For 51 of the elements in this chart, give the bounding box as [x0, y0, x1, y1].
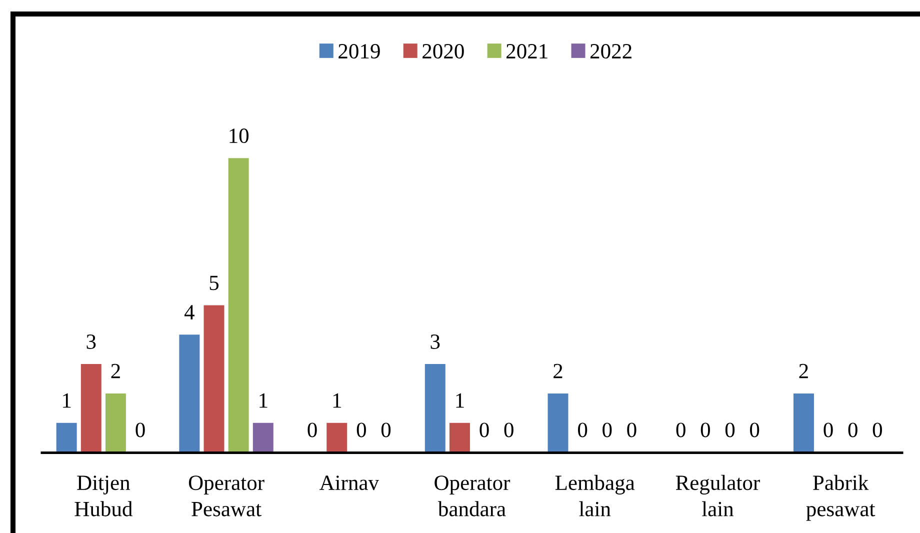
data-label: 3: [86, 334, 96, 349]
data-label: 0: [504, 422, 514, 438]
data-label: 0: [750, 422, 760, 438]
data-label: 0: [676, 422, 686, 438]
legend-label: 2022: [590, 44, 632, 59]
legend-label: 2020: [422, 44, 464, 59]
x-tick-label: Operator bandara: [434, 476, 510, 516]
data-label: 5: [210, 276, 219, 290]
bar: [326, 422, 348, 453]
data-label: 1: [260, 393, 268, 408]
bar: [80, 364, 102, 453]
data-label: 0: [848, 422, 858, 438]
data-label: 0: [578, 422, 588, 438]
x-tick-label: Lembaga lain: [555, 474, 635, 516]
data-label: 0: [356, 422, 366, 438]
legend-label: 2021: [506, 44, 548, 59]
bar: [252, 422, 274, 453]
data-label: 0: [627, 422, 636, 438]
data-label: 0: [308, 422, 317, 438]
bar: [449, 422, 470, 453]
data-label: 0: [700, 422, 710, 438]
bar: [105, 393, 126, 453]
data-label: 2: [111, 364, 120, 378]
data-label: 0: [381, 422, 391, 438]
bar: [204, 305, 224, 453]
data-label: 1: [63, 393, 71, 408]
x-tick-label: Operator Pesawat: [188, 476, 264, 516]
x-tick-label: Airnav: [319, 476, 380, 490]
data-label: 1: [456, 393, 464, 408]
bar: [56, 422, 77, 453]
data-label: 0: [136, 422, 145, 438]
bar: [793, 393, 814, 453]
data-label: 0: [824, 422, 833, 438]
bar: [548, 393, 568, 453]
x-tick-label: Regulator lain: [676, 474, 760, 516]
data-label: 1: [333, 393, 341, 408]
data-label: 0: [480, 422, 489, 438]
data-label: 2: [554, 364, 562, 378]
data-label: 0: [725, 422, 735, 438]
data-label: 0: [872, 422, 882, 438]
bar: [228, 158, 249, 453]
data-label: 10: [230, 128, 249, 144]
data-label: 0: [602, 422, 612, 438]
bar: [424, 364, 446, 453]
x-tick-label: Ditjen Hubud: [74, 476, 132, 516]
data-label: 3: [430, 334, 440, 349]
x-tick-label: Pabrik pesawat: [806, 474, 876, 521]
bar: [179, 334, 200, 453]
data-label: 4: [184, 305, 194, 320]
legend-label: 2019: [338, 44, 380, 59]
data-label: 2: [799, 364, 808, 378]
